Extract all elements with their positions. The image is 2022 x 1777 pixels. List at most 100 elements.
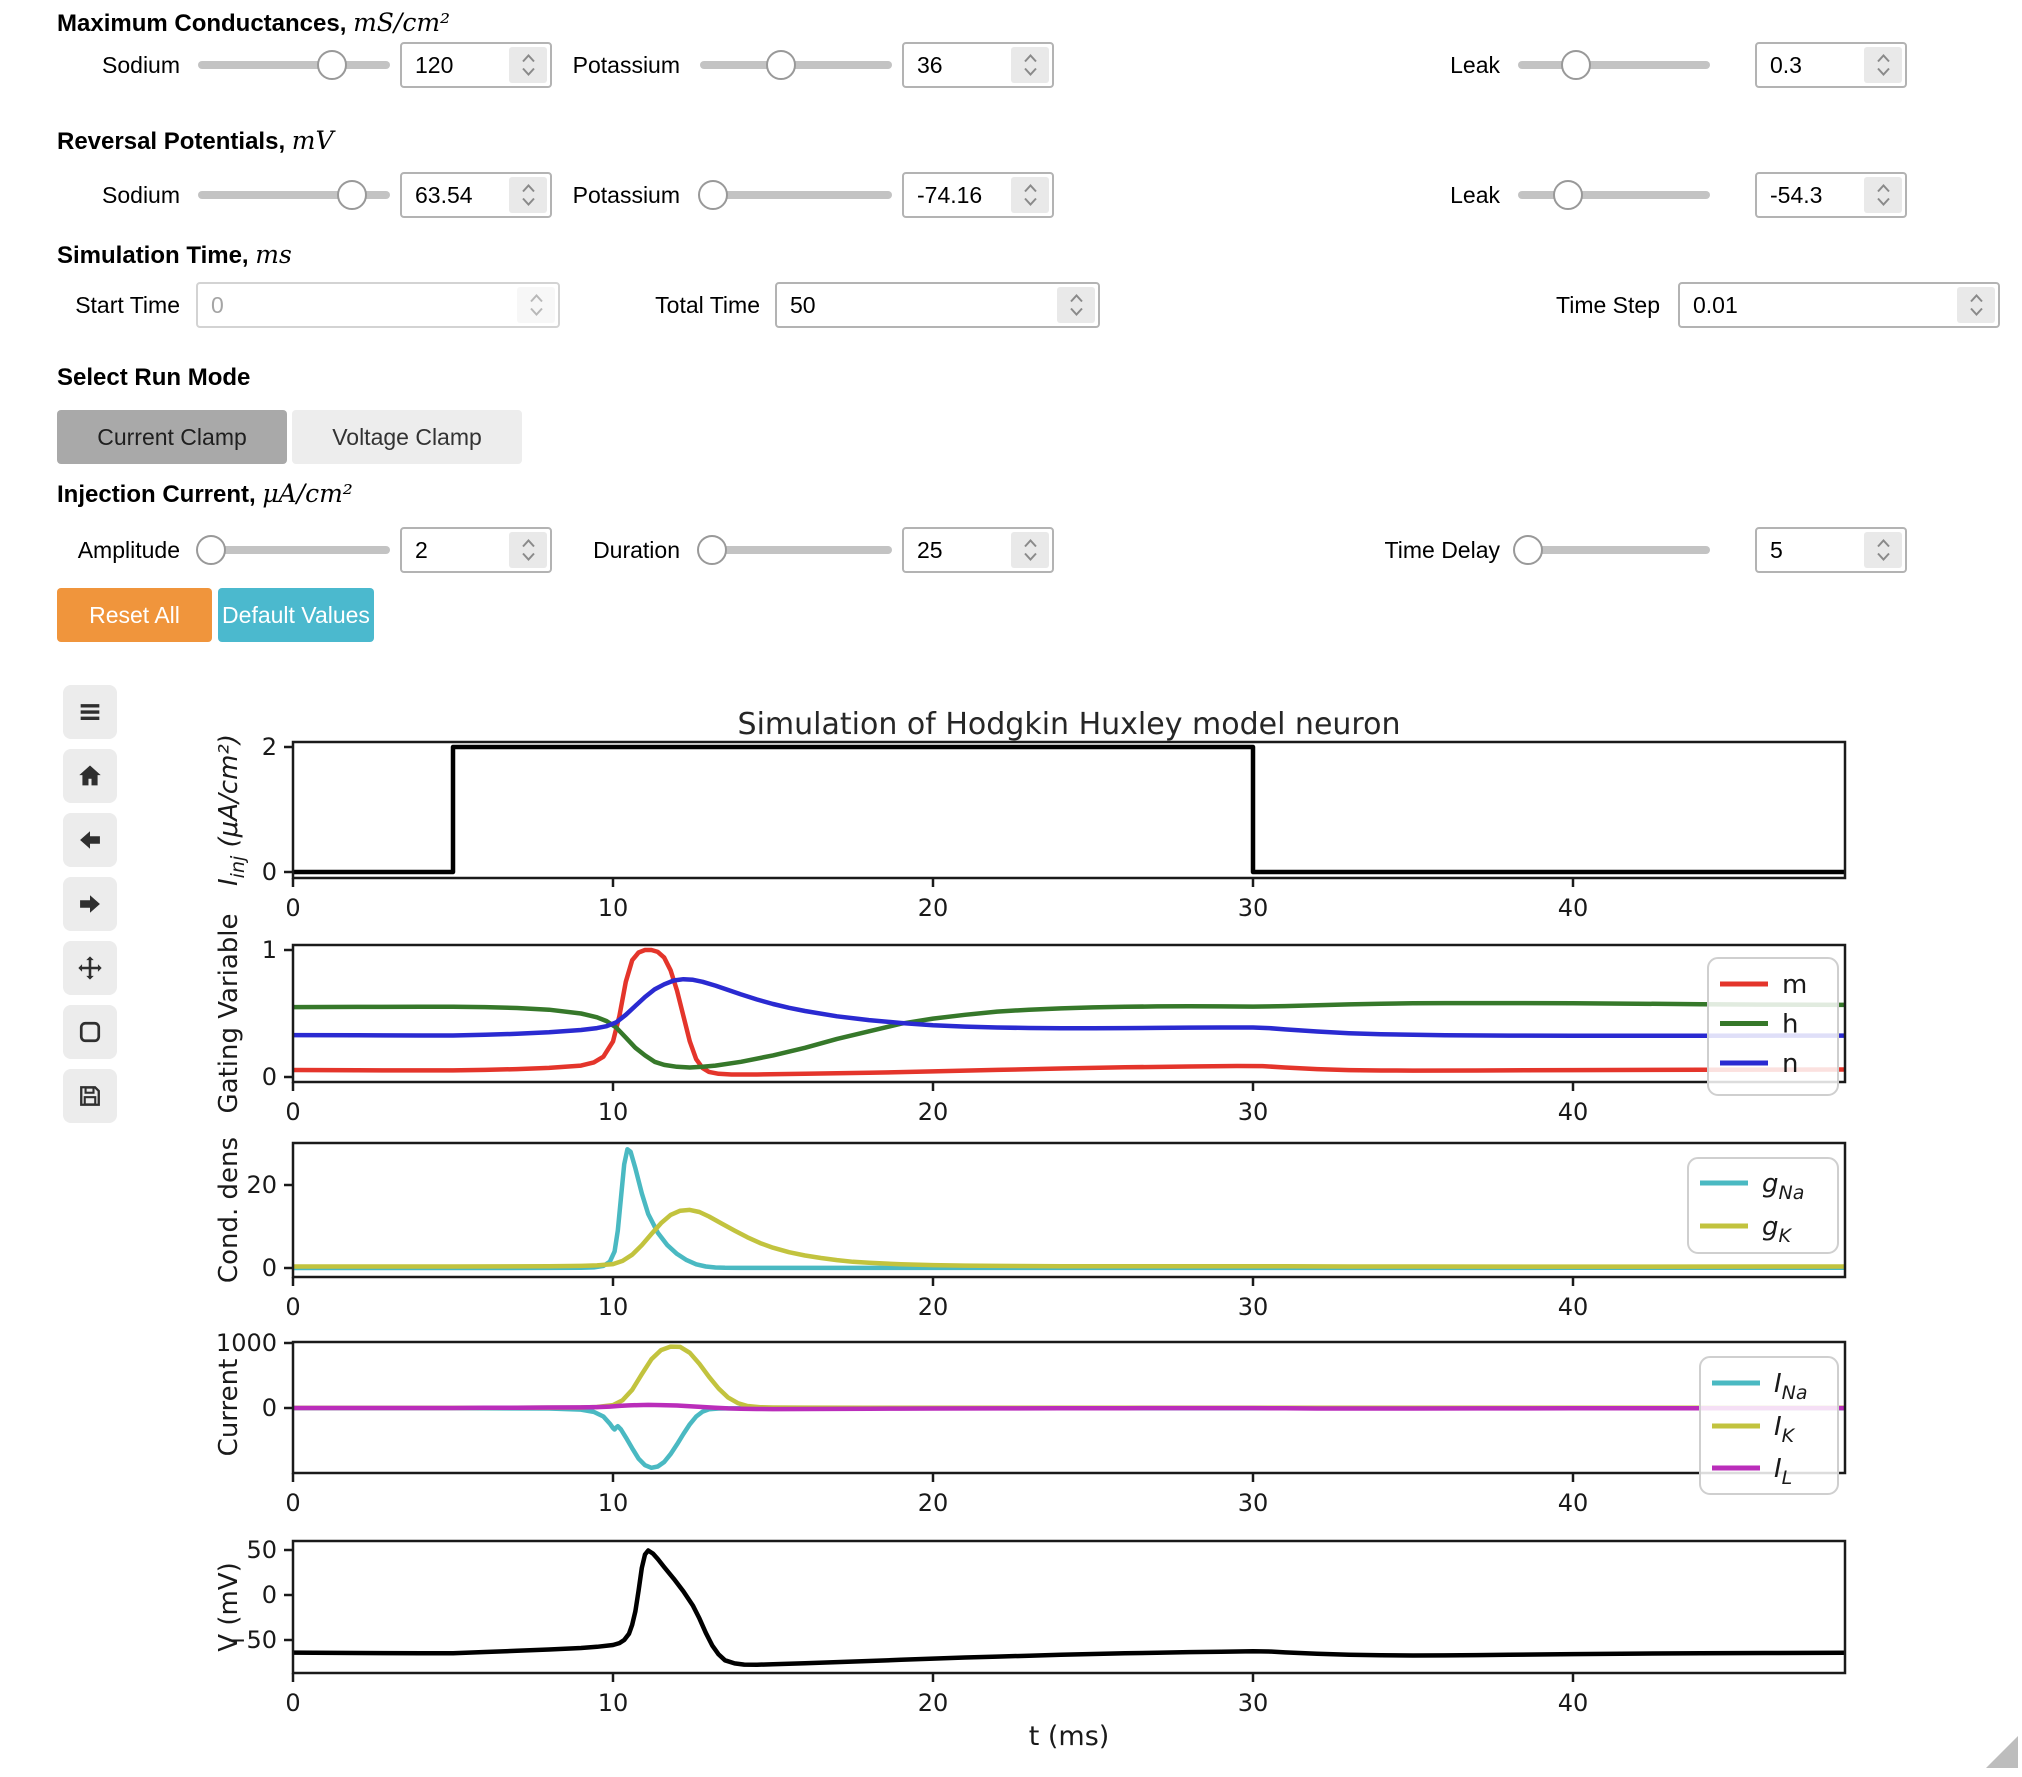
slider-thumb[interactable] xyxy=(196,535,227,565)
time-step-input[interactable]: 0.01 xyxy=(1678,282,2000,328)
stepper[interactable] xyxy=(1011,177,1049,213)
stepper[interactable] xyxy=(1957,287,1995,323)
slider-track xyxy=(1518,191,1710,199)
svg-text:20: 20 xyxy=(918,1098,949,1126)
potassium-reversal-slider[interactable] xyxy=(698,172,892,218)
slider-thumb[interactable] xyxy=(1512,535,1543,565)
slider-thumb[interactable] xyxy=(696,535,727,565)
slider-track xyxy=(198,546,390,554)
duration-input[interactable]: 25 xyxy=(902,527,1054,573)
sodium-reversal-slider[interactable] xyxy=(198,172,390,218)
stepper[interactable] xyxy=(509,47,547,83)
duration-label: Duration xyxy=(593,537,680,563)
figure-canvas[interactable]: Simulation of Hodgkin Huxley model neuro… xyxy=(0,690,2022,1772)
toolbar-forward-button[interactable] xyxy=(63,877,117,931)
stepper[interactable] xyxy=(1864,532,1902,568)
chevron-down-icon xyxy=(1969,307,1983,316)
leak-reversal-label: Leak xyxy=(1450,182,1500,208)
pan-move-icon xyxy=(78,956,102,980)
svg-text:30: 30 xyxy=(1238,1293,1269,1321)
amplitude-input[interactable]: 2 xyxy=(400,527,552,573)
time-delay-input[interactable]: 5 xyxy=(1755,527,1907,573)
leak-reversal-input[interactable]: -54.3 xyxy=(1755,172,1907,218)
toolbar-home-button[interactable] xyxy=(63,749,117,803)
svg-text:0: 0 xyxy=(285,1098,300,1126)
potassium-reversal-input[interactable]: -74.16 xyxy=(902,172,1054,218)
sodium-conductance-input[interactable]: 120 xyxy=(400,42,552,88)
header-select-run-mode: Select Run Mode xyxy=(57,364,251,391)
header-max-conductances: Maximum Conductances, mS/cm² xyxy=(57,8,451,37)
chevron-down-icon xyxy=(1876,552,1890,561)
stepper[interactable] xyxy=(1864,177,1902,213)
svg-text:10: 10 xyxy=(598,894,629,922)
svg-text:t (ms): t (ms) xyxy=(1029,1721,1110,1752)
row-action-buttons: Reset All Default Values xyxy=(0,588,2022,642)
toolbar-save-button[interactable] xyxy=(63,1069,117,1123)
sodium-conductance-slider[interactable] xyxy=(198,42,390,88)
time-delay-slider[interactable] xyxy=(1512,527,1710,573)
current-clamp-button[interactable]: Current Clamp xyxy=(57,410,287,464)
potassium-conductance-input[interactable]: 36 xyxy=(902,42,1054,88)
slider-thumb[interactable] xyxy=(1560,50,1591,80)
leak-conductance-input[interactable]: 0.3 xyxy=(1755,42,1907,88)
toolbar-zoom-rect-button[interactable] xyxy=(63,1005,117,1059)
slider-thumb[interactable] xyxy=(336,180,367,210)
stepper[interactable] xyxy=(1011,47,1049,83)
slider-thumb[interactable] xyxy=(317,50,348,80)
svg-text:0: 0 xyxy=(285,1689,300,1717)
svg-text:50: 50 xyxy=(246,1536,277,1564)
stepper[interactable] xyxy=(1011,532,1049,568)
leak-conductance-slider[interactable] xyxy=(1518,42,1710,88)
time-step-label: Time Step xyxy=(1556,292,1660,318)
svg-text:30: 30 xyxy=(1238,894,1269,922)
save-icon xyxy=(80,1086,100,1106)
sodium-reversal-label: Sodium xyxy=(102,182,180,208)
total-time-label: Total Time xyxy=(655,292,760,318)
chevron-up-icon xyxy=(1023,54,1037,63)
header-simulation-time: Simulation Time, ms xyxy=(57,240,292,269)
slider-thumb[interactable] xyxy=(1552,180,1583,210)
svg-text:10: 10 xyxy=(598,1293,629,1321)
svg-text:0: 0 xyxy=(285,1293,300,1321)
menu-icon xyxy=(80,704,100,721)
svg-text:Gating Variable: Gating Variable xyxy=(214,913,244,1113)
chevron-down-icon xyxy=(521,67,535,76)
chevron-down-icon xyxy=(521,552,535,561)
stepper[interactable] xyxy=(509,532,547,568)
chevron-up-icon xyxy=(1969,294,1983,303)
slider-thumb[interactable] xyxy=(698,180,729,210)
zoom-rect-icon xyxy=(79,1021,101,1043)
chevron-up-icon xyxy=(521,539,535,548)
chevron-up-icon xyxy=(529,294,543,303)
potassium-conductance-slider[interactable] xyxy=(700,42,892,88)
svg-text:40: 40 xyxy=(1558,1489,1589,1517)
duration-slider[interactable] xyxy=(696,527,892,573)
start-time-input[interactable]: 0 xyxy=(196,282,560,328)
svg-text:1: 1 xyxy=(262,936,277,964)
slider-track xyxy=(198,191,390,199)
slider-thumb[interactable] xyxy=(765,50,796,80)
toolbar-back-button[interactable] xyxy=(63,813,117,867)
default-values-button[interactable]: Default Values xyxy=(218,588,374,642)
time-delay-label: Time Delay xyxy=(1384,537,1500,563)
amplitude-slider[interactable] xyxy=(196,527,390,573)
svg-text:m: m xyxy=(1782,970,1807,1000)
svg-text:10: 10 xyxy=(598,1689,629,1717)
stepper[interactable] xyxy=(1864,47,1902,83)
svg-text:10: 10 xyxy=(598,1098,629,1126)
potassium-conductance-label: Potassium xyxy=(572,52,680,78)
resize-handle[interactable] xyxy=(1986,1736,2018,1768)
voltage-clamp-button[interactable]: Voltage Clamp xyxy=(292,410,522,464)
reset-all-button[interactable]: Reset All xyxy=(57,588,212,642)
stepper[interactable] xyxy=(509,177,547,213)
stepper[interactable] xyxy=(1057,287,1095,323)
leak-reversal-slider[interactable] xyxy=(1518,172,1710,218)
svg-text:20: 20 xyxy=(918,1689,949,1717)
start-time-label: Start Time xyxy=(75,292,180,318)
toolbar-menu-button[interactable] xyxy=(63,685,117,739)
svg-text:40: 40 xyxy=(1558,1098,1589,1126)
toolbar-pan-button[interactable] xyxy=(63,941,117,995)
svg-text:Simulation of Hodgkin Huxley m: Simulation of Hodgkin Huxley model neuro… xyxy=(738,707,1401,742)
total-time-input[interactable]: 50 xyxy=(775,282,1100,328)
sodium-reversal-input[interactable]: 63.54 xyxy=(400,172,552,218)
